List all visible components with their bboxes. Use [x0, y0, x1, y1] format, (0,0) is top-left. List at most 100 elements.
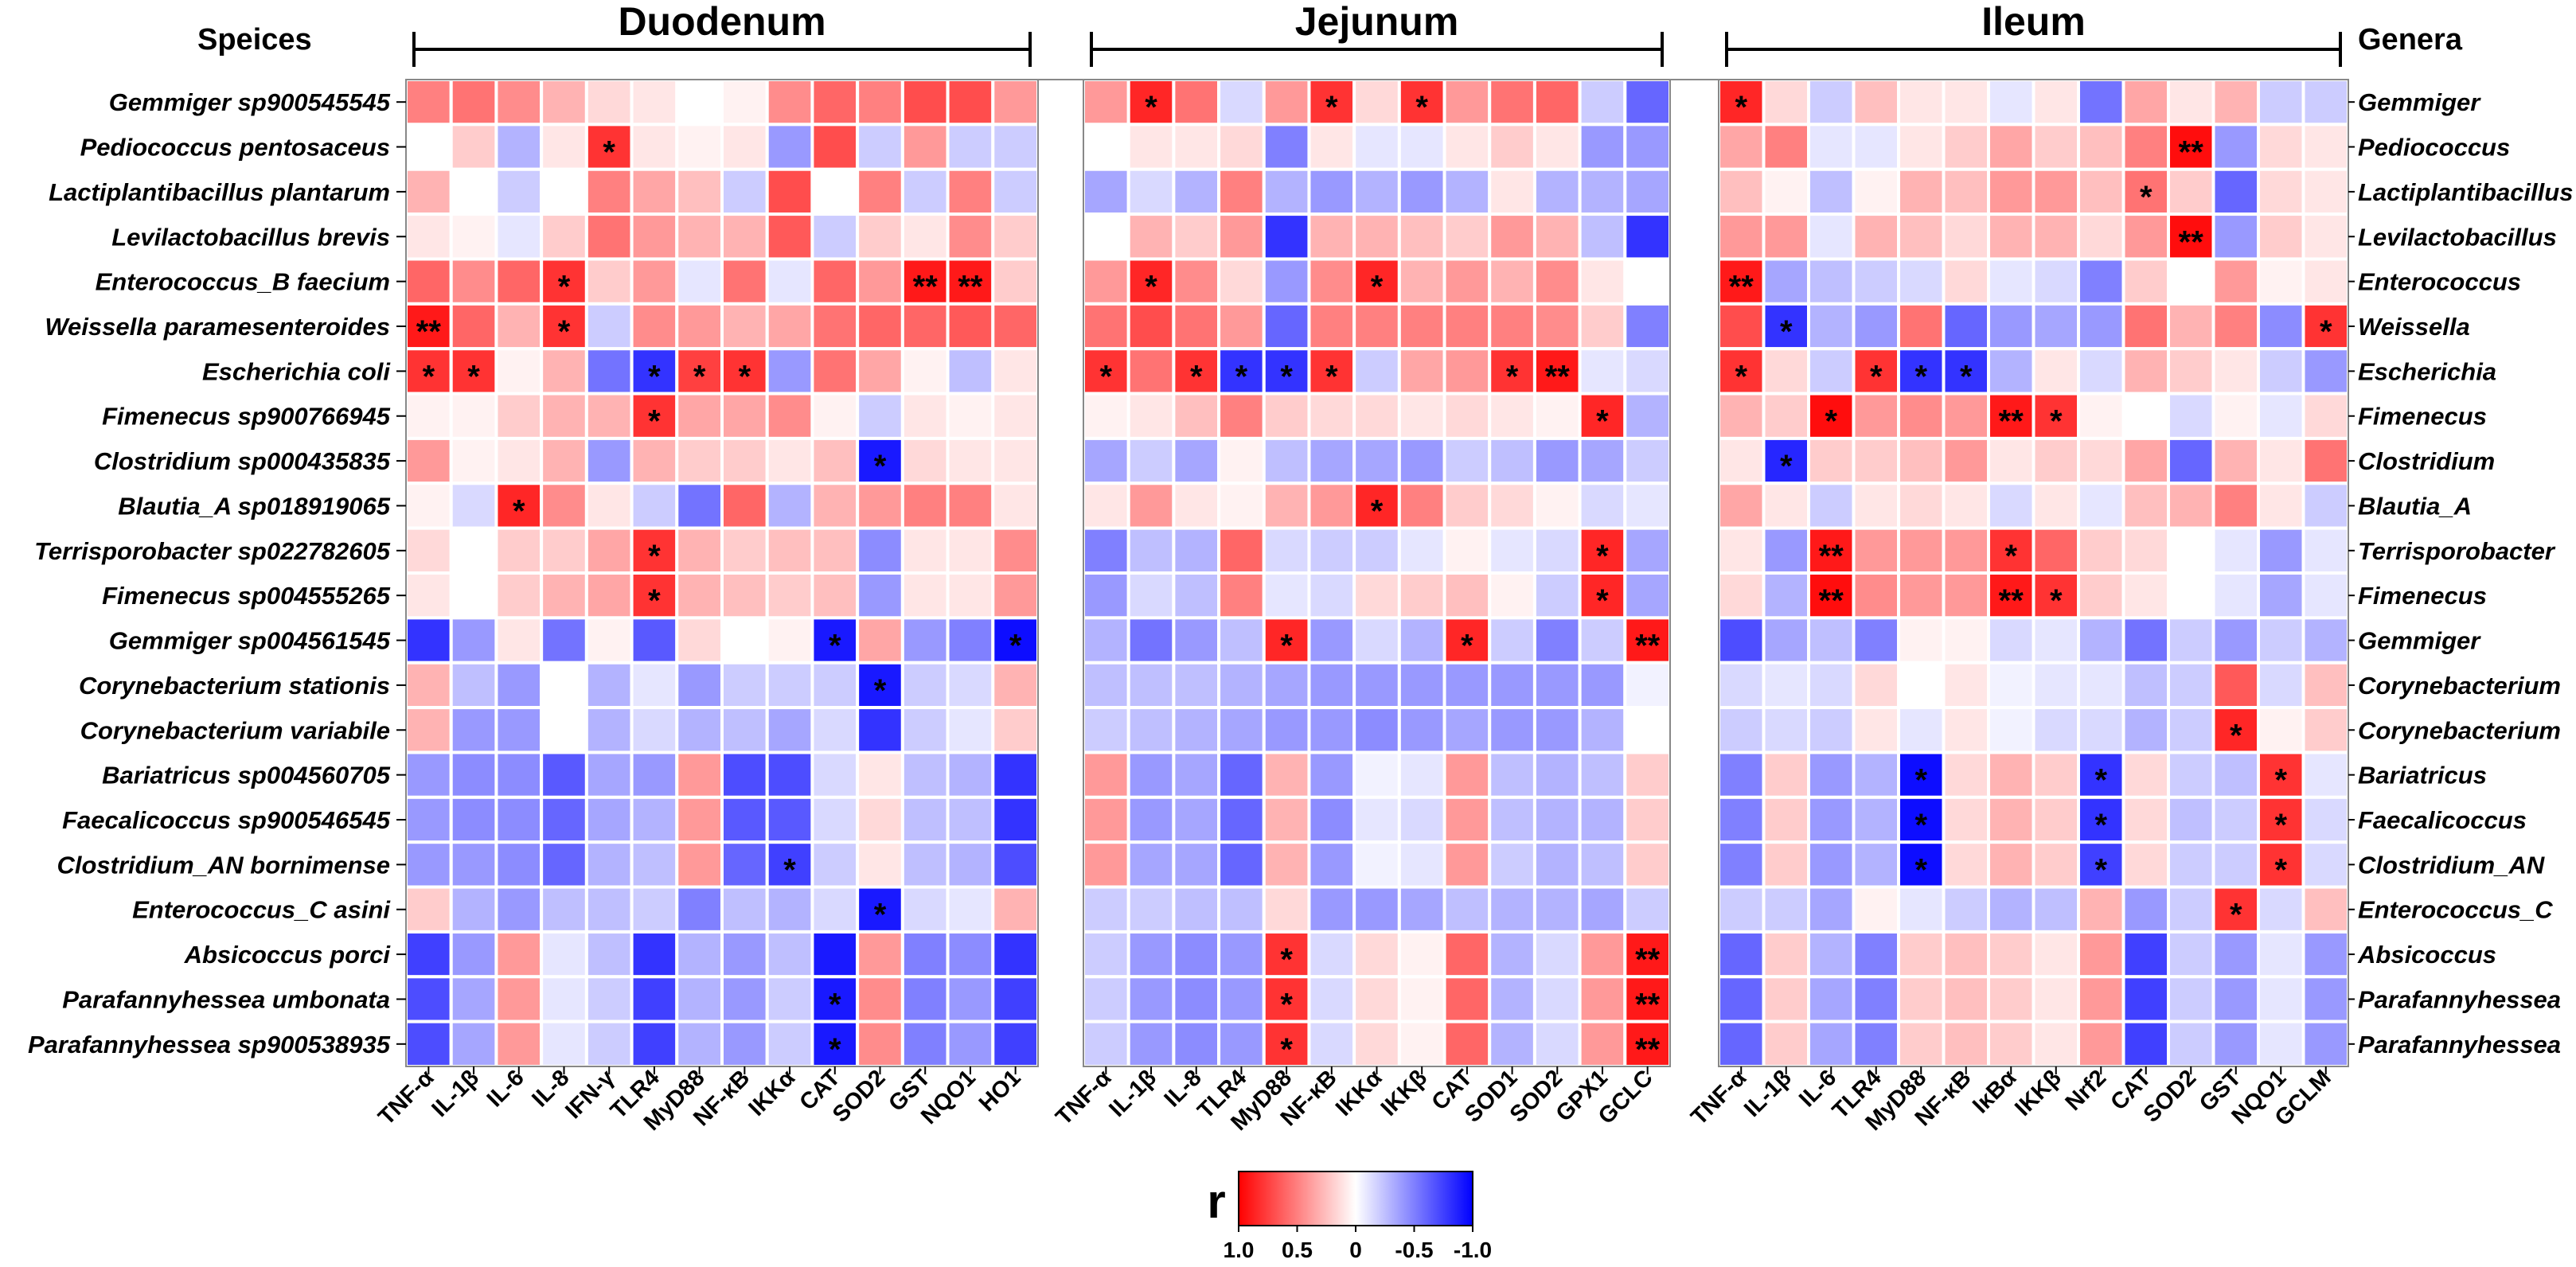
heatmap-cell [1442, 750, 1492, 799]
heatmap-cell [1442, 392, 1492, 440]
heatmap-cell [2301, 930, 2350, 979]
heatmap-cell [1442, 212, 1492, 261]
heatmap-cell [1488, 436, 1536, 485]
heatmap-cell [1532, 616, 1582, 665]
heatmap-cell [2211, 392, 2260, 440]
significance-mark: ** [1999, 583, 2024, 618]
significance-mark: * [2094, 763, 2107, 798]
column-label: SOD2 [828, 1065, 890, 1127]
significance-mark: ** [2179, 224, 2204, 259]
heatmap-cell [810, 526, 860, 575]
heatmap-cell [675, 167, 724, 216]
heatmap-cell [1082, 750, 1130, 799]
heatmap-cell [1532, 167, 1582, 216]
heatmap-cell [900, 212, 950, 261]
heatmap-cell [404, 750, 453, 799]
column-label: TNF-α [1051, 1065, 1116, 1130]
significance-mark: * [829, 1032, 841, 1067]
significance-mark: * [648, 539, 661, 574]
heatmap-cell [2301, 123, 2350, 171]
heatmap-cell [2211, 571, 2260, 620]
heatmap-cell [2121, 930, 2170, 979]
heatmap-cell [494, 526, 544, 575]
heatmap-cell [2211, 167, 2260, 216]
heatmap-cell [856, 123, 904, 171]
heatmap-cell [1532, 526, 1582, 575]
heatmap-cell [900, 930, 950, 979]
heatmap-cell [1897, 302, 1946, 351]
heatmap-cell [449, 392, 498, 440]
heatmap-cell [449, 123, 498, 171]
heatmap-cell [765, 885, 814, 934]
heatmap-cell [1987, 167, 2035, 216]
heatmap-cell [675, 78, 724, 127]
heatmap-cell [1897, 526, 1946, 575]
heatmap-cell [1488, 1019, 1536, 1068]
heatmap-cell [1082, 616, 1130, 665]
significance-mark: * [2274, 808, 2287, 843]
heatmap-cell [404, 78, 453, 127]
heatmap-cell [2167, 257, 2215, 306]
heatmap-cell [1082, 257, 1130, 306]
heatmap-cell [2121, 885, 2170, 934]
heatmap-cell [2257, 347, 2305, 396]
significance-mark: * [1190, 359, 1203, 394]
color-legend: r 1.0 0.5 0 -0.5 -1.0 [1207, 1171, 1492, 1262]
panel-duodenum: Duodenum** ** **** ** * * * ******* ******TNF-αI… [373, 0, 1040, 1136]
heatmap-cell [1578, 1019, 1627, 1068]
significance-mark: * [1280, 1032, 1293, 1067]
heatmap-cell [720, 436, 769, 485]
heatmap-cell [856, 706, 904, 754]
heatmap-cell [2257, 930, 2305, 979]
genus-label: Weissella [2358, 313, 2470, 341]
heatmap-cell [1532, 571, 1582, 620]
heatmap-cell [1532, 436, 1582, 485]
heatmap-cell [1852, 78, 1900, 127]
heatmap-cell [494, 661, 544, 710]
heatmap-cell [1532, 840, 1582, 889]
heatmap-cell [2211, 975, 2260, 1023]
heatmap-cell [1578, 123, 1627, 171]
heatmap-cell [1397, 481, 1446, 530]
heatmap-cell [2211, 1019, 2260, 1068]
heatmap-cell [1987, 840, 2035, 889]
heatmap-cell [1217, 930, 1266, 979]
heatmap-cell [404, 885, 453, 934]
heatmap-cell [2257, 167, 2305, 216]
heatmap-cell [1488, 706, 1536, 754]
heatmap-cell [2121, 347, 2170, 396]
heatmap-cell [2121, 436, 2170, 485]
species-label: Parafannyhessea umbonata [62, 985, 390, 1013]
heatmap-cell [2257, 302, 2305, 351]
heatmap-cell [2077, 616, 2125, 665]
heatmap-cell [1717, 930, 1766, 979]
heatmap-cell [1172, 840, 1221, 889]
heatmap-cell [1442, 795, 1492, 844]
heatmap-cell [584, 212, 634, 261]
heatmap-cell [2077, 347, 2125, 396]
heatmap-cell [1942, 750, 1990, 799]
heatmap-cell [1987, 436, 2035, 485]
significance-mark: * [1914, 852, 1927, 887]
significance-mark: * [1280, 359, 1293, 394]
heatmap-cell [1987, 123, 2035, 171]
heatmap-cell [1807, 750, 1856, 799]
heatmap-cell [2211, 930, 2260, 979]
heatmap-cell [1762, 526, 1810, 575]
significance-mark: * [1415, 90, 1428, 125]
heatmap-cell [1442, 347, 1492, 396]
heatmap-cell [2121, 975, 2170, 1023]
heatmap-cell [1717, 795, 1766, 844]
heatmap-cell [856, 481, 904, 530]
heatmap-cell [1126, 481, 1176, 530]
heatmap-cell [1807, 78, 1856, 127]
heatmap-cell [1623, 123, 1672, 171]
heatmap-cell [1623, 706, 1672, 754]
heatmap-cell [2167, 1019, 2215, 1068]
heatmap-cell [1762, 392, 1810, 440]
heatmap-cell [900, 975, 950, 1023]
heatmap-cell [2211, 616, 2260, 665]
heatmap-cell [1488, 526, 1536, 575]
heatmap-cell [675, 706, 724, 754]
column-label: IKKα [744, 1065, 800, 1121]
